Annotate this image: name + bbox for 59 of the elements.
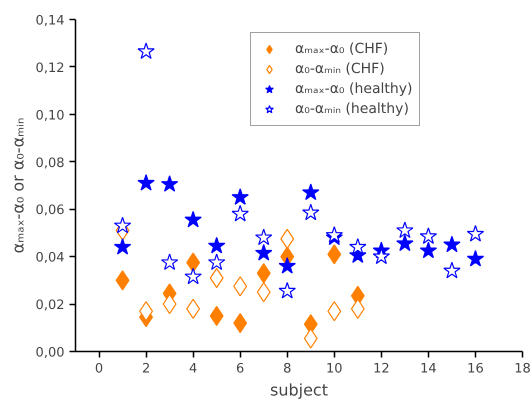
point (443, 262, 461, 278)
point (420, 227, 438, 244)
point (255, 228, 272, 246)
point (208, 236, 226, 254)
x-tick-label: 14 (420, 362, 437, 376)
point (327, 301, 342, 322)
point (186, 298, 200, 319)
x-tick-label: 2 (142, 362, 150, 376)
point (184, 268, 202, 284)
y-tick-label: 0,02 (36, 298, 65, 314)
y-tick-label: 0,04 (36, 250, 65, 266)
point (443, 236, 461, 252)
point (420, 242, 438, 258)
point (278, 282, 296, 299)
point (137, 174, 155, 191)
y-tick-label: 0,06 (36, 203, 65, 218)
x-tick-label: 16 (467, 362, 484, 376)
legend-label: αₘₐₓ-α₀ (healthy) (295, 81, 413, 97)
y-tick-label: 0,14 (36, 14, 65, 28)
x-tick-label: 4 (188, 362, 198, 376)
point (466, 225, 484, 242)
point (396, 234, 414, 252)
point (302, 184, 320, 200)
x-tick-label: 18 (514, 362, 531, 376)
point (256, 282, 271, 302)
point (302, 204, 320, 220)
point (184, 210, 202, 228)
x-tick-label: 6 (236, 362, 244, 376)
x-tick-label: 0 (94, 362, 104, 376)
point (232, 188, 249, 205)
x-tick-label: 8 (283, 362, 292, 376)
y-axis-title: αₘₐₓ-α₀ or α₀-αₘᵢₙ (8, 118, 28, 254)
point (466, 250, 484, 266)
point (350, 298, 365, 319)
point (233, 276, 248, 296)
point (278, 257, 296, 274)
y-tick-label: 0,00 (36, 346, 65, 360)
point (160, 253, 178, 270)
point (114, 216, 132, 234)
x-tick-label: 10 (326, 362, 343, 376)
point (114, 238, 132, 255)
point (232, 204, 249, 222)
x-tick-label: 12 (373, 362, 390, 376)
legend-label: α₀-αₘᵢₙ (CHF) (295, 61, 385, 77)
y-tick-label: 0,12 (36, 60, 65, 76)
legend-label: αₘₐₓ-α₀ (CHF) (295, 41, 388, 57)
y-tick-label: 0,08 (36, 156, 65, 171)
point (160, 175, 178, 192)
point (255, 244, 272, 261)
point (280, 228, 294, 249)
point (208, 253, 226, 270)
point (137, 42, 155, 59)
legend-label: α₀-αₘᵢₙ (healthy) (295, 101, 409, 117)
point (139, 301, 154, 322)
point (256, 263, 271, 284)
x-axis-title: subject (270, 380, 328, 400)
y-tick-label: 0,10 (36, 108, 65, 124)
point (396, 221, 414, 238)
point (327, 244, 342, 264)
